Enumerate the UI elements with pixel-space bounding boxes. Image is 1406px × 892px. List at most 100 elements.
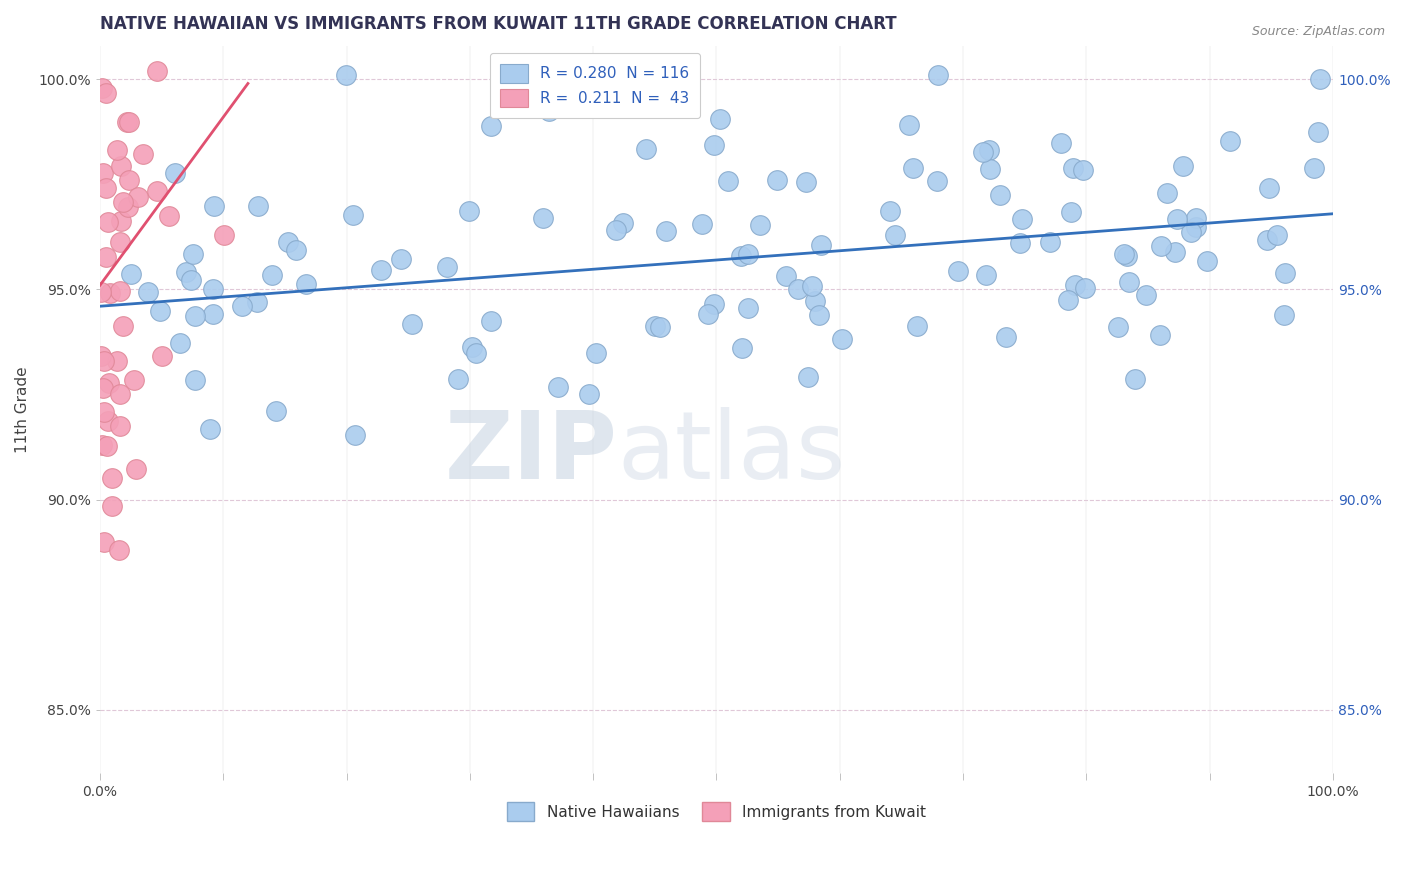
Point (1008, 236, 1031, 251)
Point (775, 268, 797, 283)
Point (897, 119, 920, 133)
Point (108, 285, 131, 299)
Point (1156, 186, 1178, 200)
Point (1135, 288, 1157, 302)
Point (1114, 247, 1136, 261)
Point (1049, 136, 1071, 151)
Point (389, 252, 412, 266)
Point (342, 208, 364, 222)
Point (1116, 249, 1139, 263)
Point (277, 235, 299, 250)
Point (198, 422, 221, 436)
Point (974, 268, 997, 283)
Point (883, 227, 905, 242)
Point (794, 175, 817, 189)
Point (905, 319, 928, 334)
Point (1123, 372, 1146, 386)
Point (260, 268, 283, 283)
Point (97, 215, 120, 229)
Point (977, 143, 1000, 157)
Point (737, 301, 759, 315)
Point (157, 209, 180, 223)
Point (1185, 220, 1208, 235)
Point (979, 161, 1001, 176)
Point (285, 243, 308, 257)
Point (1149, 328, 1171, 343)
Point (181, 246, 204, 260)
Point (184, 373, 207, 387)
Point (121, 267, 143, 281)
Point (117, 201, 139, 215)
Point (925, 174, 948, 188)
Point (246, 294, 269, 309)
Point (634, 142, 657, 156)
Point (127, 190, 149, 204)
Point (295, 277, 318, 291)
Point (464, 346, 486, 360)
Point (972, 145, 994, 159)
Point (231, 300, 253, 314)
Point (105, 143, 128, 157)
Point (90, 285, 112, 299)
Text: atlas: atlas (617, 407, 846, 499)
Point (105, 353, 128, 368)
Point (1074, 281, 1097, 295)
Point (108, 386, 131, 401)
Point (247, 199, 270, 213)
Point (1064, 278, 1087, 293)
Point (731, 341, 754, 355)
Point (1057, 293, 1080, 308)
Point (612, 216, 634, 230)
Point (1308, 125, 1330, 139)
Point (458, 203, 481, 218)
Point (101, 471, 124, 485)
Point (91, 381, 114, 395)
Point (108, 235, 131, 249)
Point (786, 282, 808, 296)
Point (1118, 276, 1140, 290)
Point (808, 308, 831, 322)
Point (1062, 161, 1084, 175)
Point (547, 380, 569, 394)
Point (131, 147, 153, 161)
Point (1302, 161, 1324, 175)
Point (93, 354, 115, 368)
Point (101, 499, 124, 513)
Text: NATIVE HAWAIIAN VS IMMIGRANTS FROM KUWAIT 11TH GRADE CORRELATION CHART: NATIVE HAWAIIAN VS IMMIGRANTS FROM KUWAI… (100, 15, 897, 33)
Point (98, 376, 121, 390)
Point (1171, 159, 1194, 173)
Point (118, 172, 141, 186)
Point (650, 320, 672, 334)
Point (184, 309, 207, 323)
Point (146, 63, 169, 78)
Point (149, 304, 172, 318)
Point (879, 203, 901, 218)
Point (136, 285, 159, 300)
Point (1180, 225, 1202, 239)
Point (110, 159, 132, 173)
Point (1274, 266, 1296, 280)
Point (655, 224, 678, 238)
Point (479, 119, 502, 133)
Point (585, 346, 607, 360)
Point (730, 250, 752, 264)
Point (1256, 233, 1278, 247)
Point (145, 185, 167, 199)
Point (125, 462, 148, 476)
Point (163, 165, 186, 179)
Point (696, 307, 718, 321)
Y-axis label: 11th Grade: 11th Grade (15, 366, 30, 452)
Point (927, 68, 949, 82)
Text: Source: ZipAtlas.com: Source: ZipAtlas.com (1251, 25, 1385, 38)
Point (1219, 134, 1241, 148)
Point (169, 335, 191, 350)
Point (703, 297, 725, 311)
Point (994, 330, 1017, 344)
Point (1149, 239, 1171, 253)
Point (1039, 235, 1062, 250)
Point (202, 282, 225, 296)
Legend: Native Hawaiians, Immigrants from Kuwait: Native Hawaiians, Immigrants from Kuwait (501, 796, 932, 827)
Point (1059, 205, 1081, 219)
Point (122, 373, 145, 387)
Point (692, 217, 714, 231)
